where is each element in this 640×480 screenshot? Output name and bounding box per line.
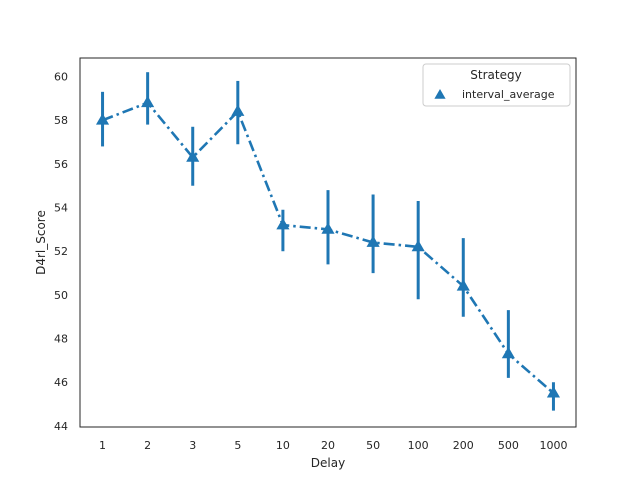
data-point	[411, 239, 425, 252]
x-tick-label: 10	[276, 439, 290, 452]
legend: Strategy interval_average	[422, 63, 571, 107]
y-tick-label: 56	[54, 158, 68, 171]
x-axis-ticks: 1 2 3 5 10 20 50 100 200 500 1000	[99, 439, 567, 452]
y-axis-ticks: 44 46 48 50 52 54 56 58 60	[54, 71, 68, 433]
legend-box	[422, 63, 571, 107]
y-tick-label: 54	[54, 202, 68, 215]
y-tick-label: 52	[54, 245, 68, 258]
data-point	[546, 386, 561, 398]
y-tick-label: 44	[54, 420, 68, 433]
y-tick-label: 58	[54, 114, 68, 127]
y-tick-label: 46	[54, 376, 68, 389]
x-tick-label: 20	[321, 439, 335, 452]
data-point	[186, 150, 200, 162]
x-tick-label: 200	[453, 439, 474, 452]
plot-layer	[95, 72, 561, 411]
x-tick-label: 3	[189, 439, 196, 452]
x-axis-label: Delay	[311, 456, 345, 470]
y-tick-label: 50	[54, 289, 68, 302]
x-tick-label: 2	[144, 439, 151, 452]
x-tick-label: 100	[408, 439, 429, 452]
legend-title: Strategy	[470, 68, 521, 82]
data-point	[231, 104, 245, 116]
legend-marker-triangle	[434, 88, 446, 99]
plot-frame	[79, 57, 577, 428]
data-point	[276, 218, 290, 230]
x-tick-label: 1000	[539, 439, 567, 452]
x-tick-label: 5	[234, 439, 241, 452]
x-tick-label: 1	[99, 439, 106, 452]
legend-series-label: interval_average	[462, 88, 555, 101]
y-tick-label: 60	[54, 71, 68, 84]
y-axis-label: D4rl_Score	[34, 210, 48, 275]
x-tick-label: 500	[498, 439, 519, 452]
data-point	[366, 235, 380, 247]
y-tick-label: 48	[54, 333, 68, 346]
x-tick-label: 50	[366, 439, 380, 452]
data-point	[456, 279, 470, 291]
data-point	[141, 95, 155, 108]
data-point	[501, 346, 515, 359]
data-point	[321, 222, 335, 234]
data-point	[95, 113, 110, 125]
